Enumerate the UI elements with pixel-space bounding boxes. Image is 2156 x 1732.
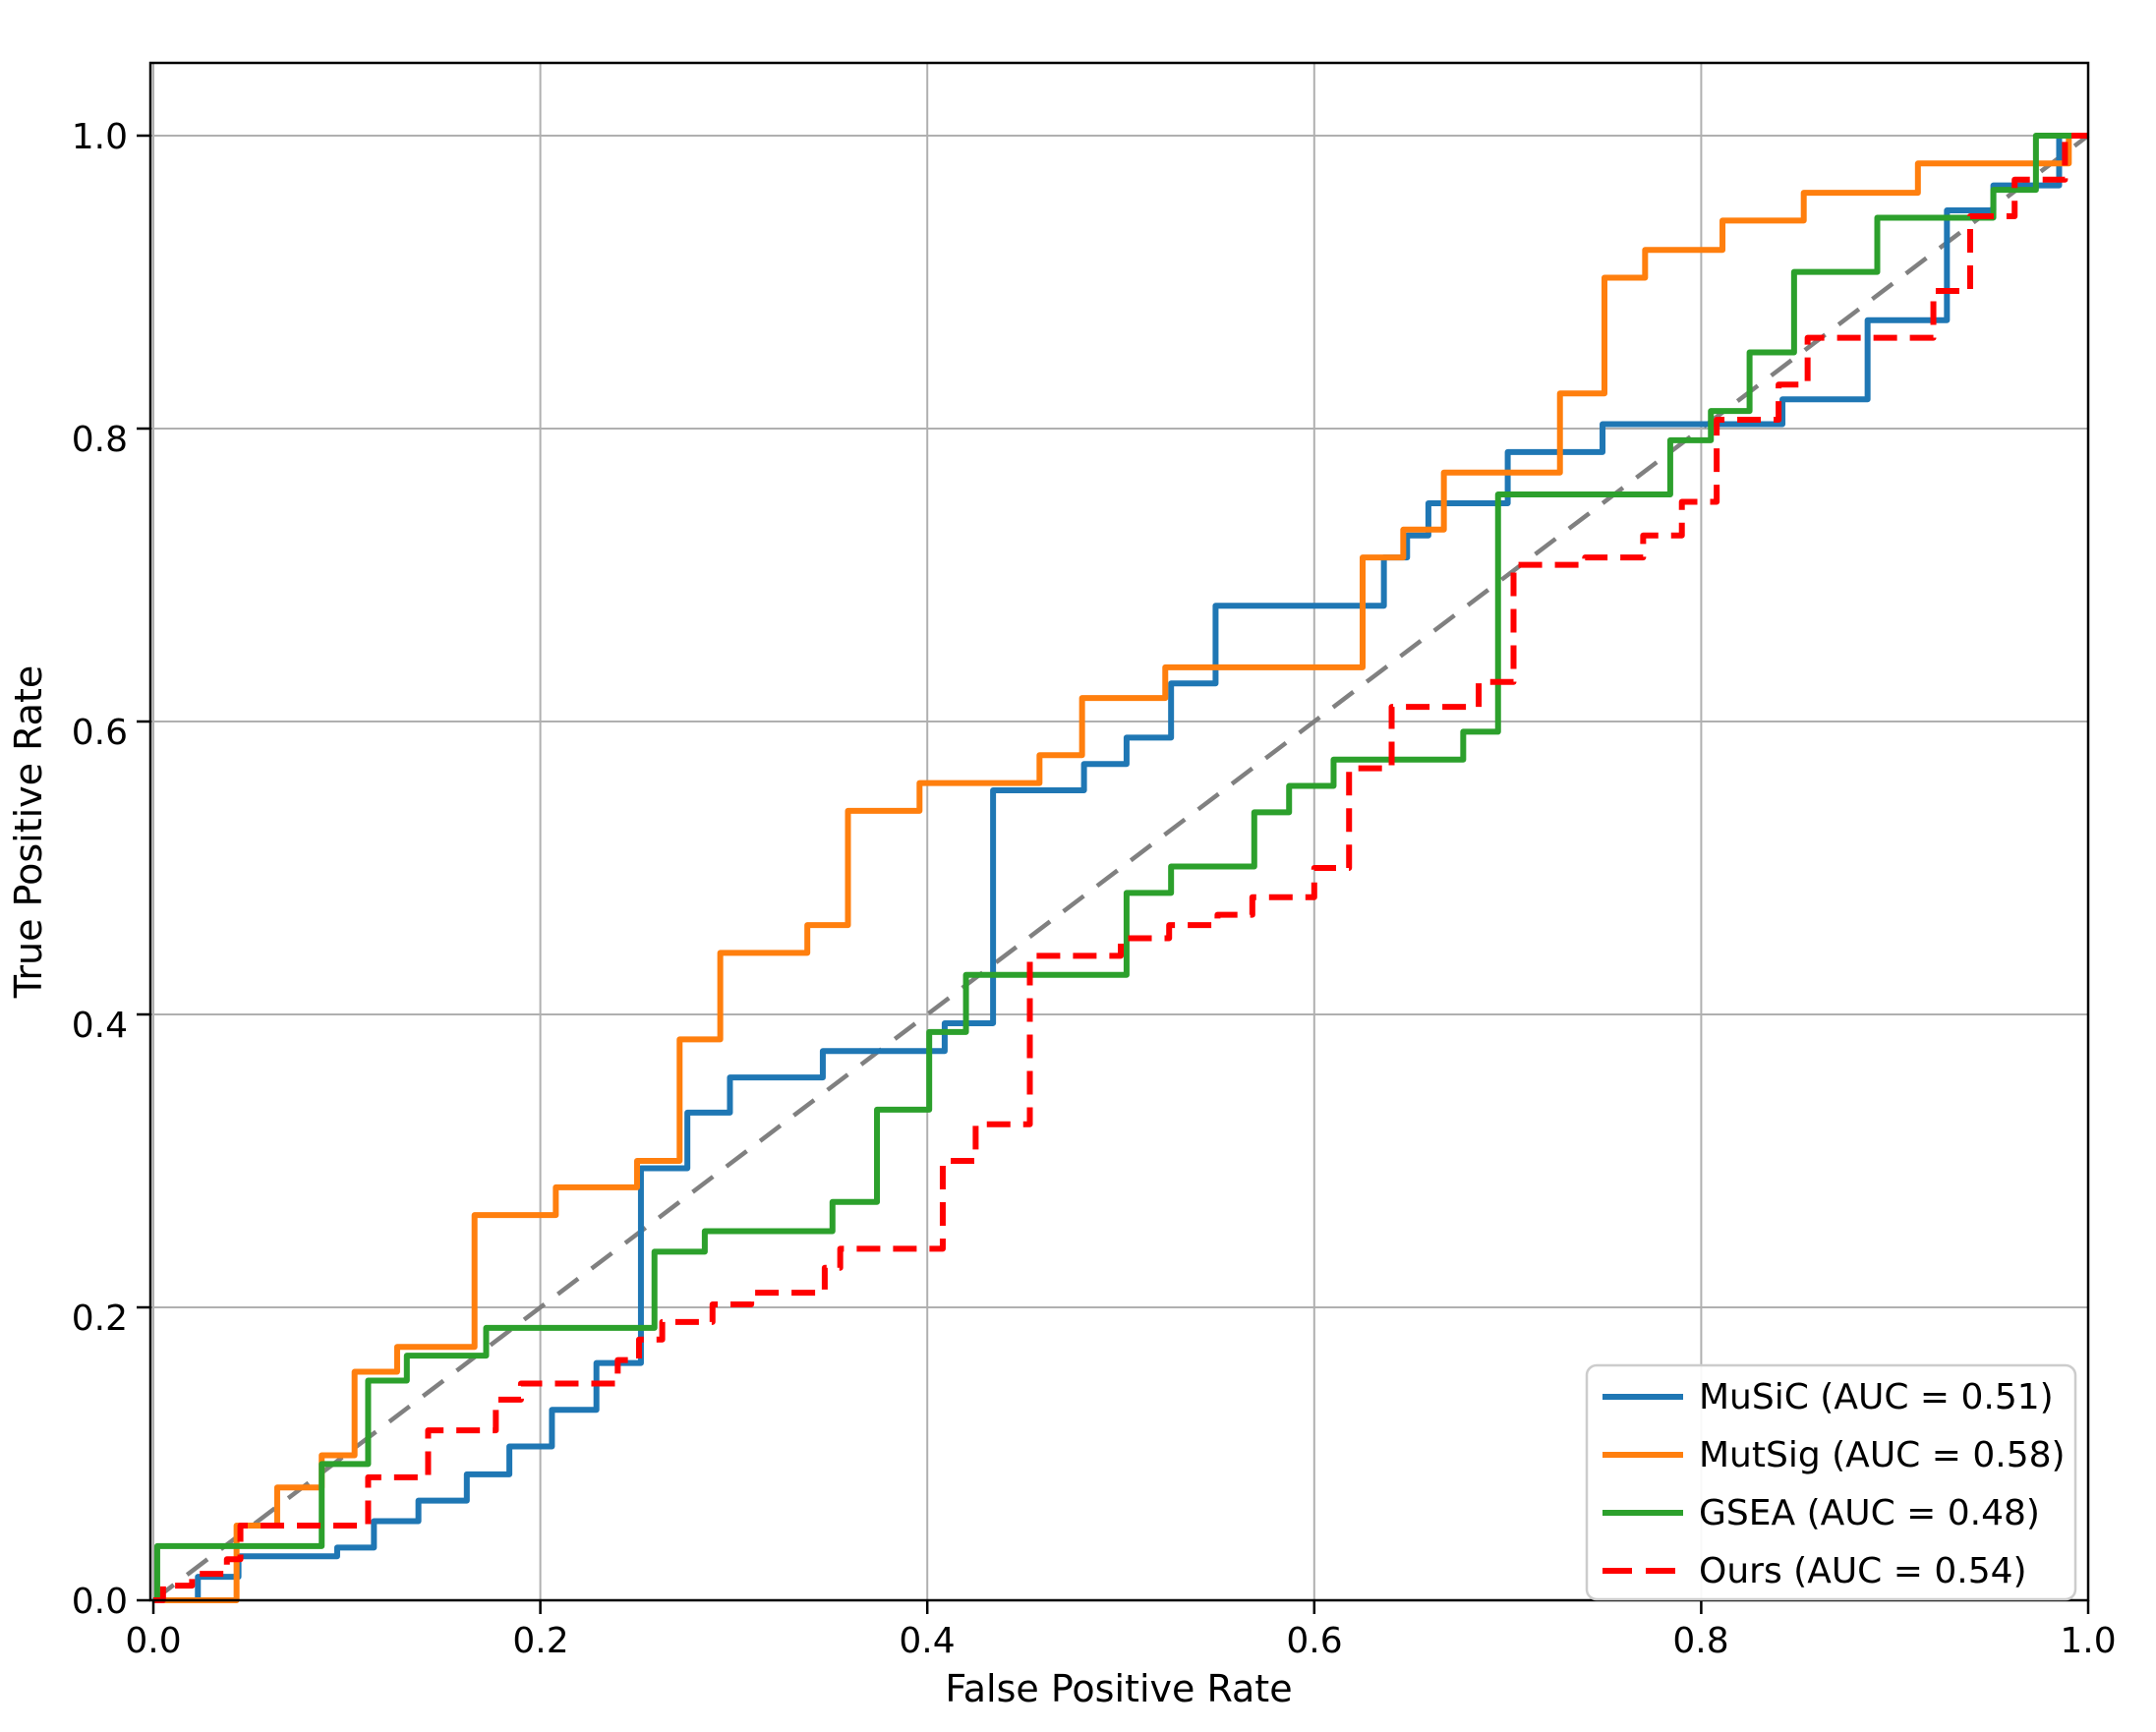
legend-item-mutsig: MutSig (AUC = 0.58) — [1602, 1435, 2066, 1475]
y-tick-label-3: 0.6 — [72, 713, 128, 753]
x-tick-label-2: 0.4 — [899, 1621, 955, 1661]
y-tick-label-0: 0.0 — [72, 1582, 128, 1622]
series-gsea-curve — [153, 133, 2088, 1603]
legend-item-ours: Ours (AUC = 0.54) — [1602, 1551, 2027, 1591]
legend-label-mutsig: MutSig (AUC = 0.58) — [1699, 1435, 2066, 1475]
x-axis-label: False Positive Rate — [945, 1667, 1292, 1710]
legend-item-gsea: GSEA (AUC = 0.48) — [1602, 1493, 2040, 1533]
legend-item-music: MuSiC (AUC = 0.51) — [1602, 1377, 2054, 1417]
legend-label-ours: Ours (AUC = 0.54) — [1699, 1551, 2027, 1591]
x-tick-label-1: 0.2 — [512, 1621, 568, 1661]
legend: MuSiC (AUC = 0.51) MutSig (AUC = 0.58) G… — [1585, 1363, 2077, 1601]
y-tick-label-1: 0.2 — [72, 1299, 128, 1339]
x-tick-label-3: 0.6 — [1286, 1621, 1342, 1661]
series-mutsig-curve — [153, 133, 2088, 1603]
y-tick-labels: 0.0 0.2 0.4 0.6 0.8 1.0 — [72, 117, 128, 1622]
x-tick-label-0: 0.0 — [125, 1621, 181, 1661]
series-music-curve — [153, 133, 2088, 1603]
y-tick-label-5: 1.0 — [72, 117, 128, 157]
legend-label-gsea: GSEA (AUC = 0.48) — [1699, 1493, 2040, 1533]
tick-marks — [137, 134, 2090, 1614]
x-tick-label-5: 1.0 — [2060, 1621, 2116, 1661]
series-ours-curve — [153, 133, 2088, 1603]
plot-frame — [148, 61, 2090, 1602]
legend-label-music: MuSiC (AUC = 0.51) — [1699, 1377, 2054, 1417]
y-axis-label: True Positive Rate — [7, 665, 50, 1000]
curve-layer — [151, 133, 2090, 1603]
legend-box — [1585, 1363, 2077, 1601]
y-tick-label-2: 0.4 — [72, 1006, 128, 1046]
x-tick-labels: 0.0 0.2 0.4 0.6 0.8 1.0 — [125, 1621, 2116, 1661]
y-tick-label-4: 0.8 — [72, 420, 128, 460]
x-tick-label-4: 0.8 — [1672, 1621, 1728, 1661]
